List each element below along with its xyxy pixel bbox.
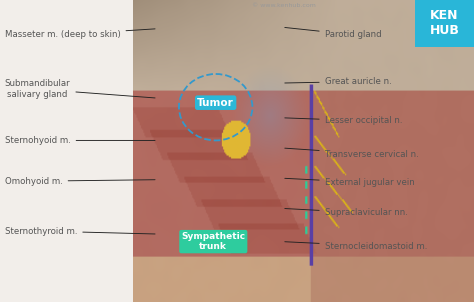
Text: Submandibular
salivary gland: Submandibular salivary gland	[5, 79, 155, 99]
Text: Sternohyoid m.: Sternohyoid m.	[5, 136, 155, 145]
Text: Sternocleidomastoid m.: Sternocleidomastoid m.	[285, 242, 427, 251]
Text: Tumor: Tumor	[197, 98, 234, 108]
Text: External jugular vein: External jugular vein	[285, 178, 414, 187]
Text: © www.kenhub.com: © www.kenhub.com	[253, 2, 316, 8]
Text: Sternothyroid m.: Sternothyroid m.	[5, 226, 155, 236]
Text: Sympathetic
trunk: Sympathetic trunk	[181, 232, 246, 251]
Text: Masseter m. (deep to skin): Masseter m. (deep to skin)	[5, 29, 155, 39]
Text: Supraclavicular nn.: Supraclavicular nn.	[285, 208, 408, 217]
Text: Transverse cervical n.: Transverse cervical n.	[285, 148, 419, 159]
FancyBboxPatch shape	[415, 0, 474, 47]
Text: KEN
HUB: KEN HUB	[429, 9, 459, 37]
Text: Omohyoid m.: Omohyoid m.	[5, 177, 155, 186]
Text: Great auricle n.: Great auricle n.	[285, 77, 392, 86]
Text: Parotid gland: Parotid gland	[285, 27, 381, 39]
Text: Lesser occipital n.: Lesser occipital n.	[285, 116, 402, 125]
